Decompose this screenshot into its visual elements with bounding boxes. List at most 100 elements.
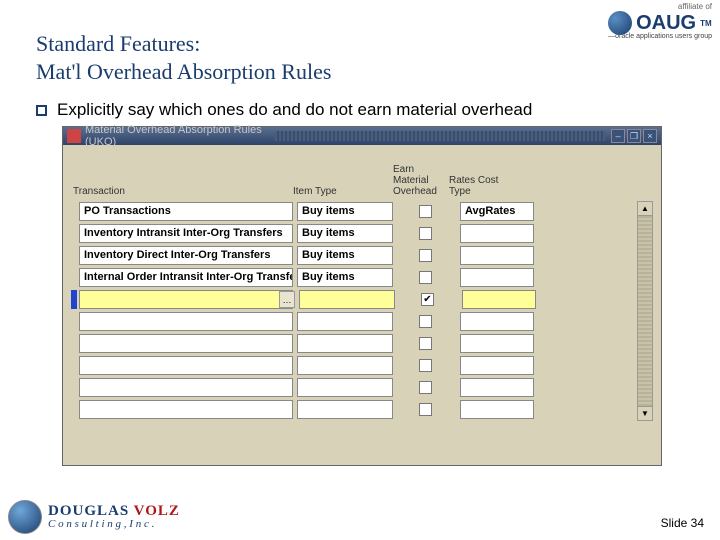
row-current-indicator: [71, 246, 77, 265]
header-rates-type: Rates Cost Type: [449, 175, 519, 201]
item-type-field[interactable]: Buy items: [297, 224, 393, 243]
earn-overhead-checkbox[interactable]: [419, 227, 432, 240]
slide-number: Slide 34: [661, 516, 704, 530]
form-body: Transaction Item Type Earn Material Over…: [63, 145, 661, 425]
item-type-field[interactable]: [297, 356, 393, 375]
item-type-field[interactable]: [297, 312, 393, 331]
app-icon: [67, 129, 81, 143]
scroll-up-button[interactable]: ▲: [638, 202, 652, 216]
item-type-field[interactable]: Buy items: [297, 246, 393, 265]
row-current-indicator: [71, 290, 77, 309]
row-current-indicator: [71, 378, 77, 397]
header-transaction: Transaction: [71, 186, 293, 201]
table-row: …✔: [71, 289, 631, 310]
earn-overhead-checkbox[interactable]: [419, 403, 432, 416]
company-last: VOLZ: [134, 503, 180, 519]
row-current-indicator: [71, 202, 77, 221]
slide-title: Standard Features: Mat'l Overhead Absorp…: [36, 30, 331, 85]
rates-cost-type-field[interactable]: [460, 378, 534, 397]
globe-icon: [8, 500, 42, 534]
header-earn-overhead: Earn Material Overhead: [393, 164, 449, 201]
company-text: DOUGLAS VOLZ C o n s u l t i n g , I n c…: [48, 504, 180, 530]
tm-mark: TM: [700, 19, 712, 28]
rates-cost-type-field[interactable]: [460, 400, 534, 419]
bullet-item: Explicitly say which ones do and do not …: [36, 100, 532, 120]
window-titlebar: Material Overhead Absorption Rules (UKO)…: [63, 127, 661, 145]
table-row: PO TransactionsBuy items AvgRates: [71, 201, 631, 222]
item-type-field[interactable]: [297, 334, 393, 353]
row-current-indicator: [71, 400, 77, 419]
header-item-type: Item Type: [293, 186, 393, 201]
company-first: DOUGLAS: [48, 503, 129, 519]
table-row: [71, 377, 631, 398]
table-row: [71, 399, 631, 420]
window-buttons: – ❐ ×: [611, 129, 657, 143]
scroll-down-button[interactable]: ▼: [638, 406, 652, 420]
table-row: [71, 333, 631, 354]
transaction-field[interactable]: Inventory Intransit Inter-Org Transfers: [79, 224, 293, 243]
rates-cost-type-field[interactable]: [460, 334, 534, 353]
close-button[interactable]: ×: [643, 129, 657, 143]
item-type-field[interactable]: Buy items: [297, 202, 393, 221]
transaction-field[interactable]: Internal Order Intransit Inter-Org Trans…: [79, 268, 293, 287]
title-line-2: Mat'l Overhead Absorption Rules: [36, 58, 331, 86]
item-type-field[interactable]: [297, 400, 393, 419]
company-name: DOUGLAS VOLZ: [48, 504, 180, 519]
rates-cost-type-field[interactable]: [462, 290, 536, 309]
table-row: Internal Order Intransit Inter-Org Trans…: [71, 267, 631, 288]
affiliate-logo: affiliate of OAUGTM —oracle applications…: [608, 2, 712, 40]
earn-overhead-checkbox[interactable]: [419, 205, 432, 218]
bullet-square-icon: [36, 105, 47, 116]
oracle-forms-window: Material Overhead Absorption Rules (UKO)…: [62, 126, 662, 466]
row-current-indicator: [71, 224, 77, 243]
restore-button[interactable]: ❐: [627, 129, 641, 143]
vertical-scrollbar[interactable]: ▲ ▼: [637, 201, 653, 421]
earn-overhead-checkbox[interactable]: [419, 315, 432, 328]
rates-cost-type-field[interactable]: [460, 356, 534, 375]
earn-overhead-checkbox[interactable]: [419, 249, 432, 262]
transaction-field[interactable]: Inventory Direct Inter-Org Transfers: [79, 246, 293, 265]
item-type-field[interactable]: [299, 290, 395, 309]
earn-overhead-checkbox[interactable]: ✔: [421, 293, 434, 306]
rates-cost-type-field[interactable]: AvgRates: [460, 202, 534, 221]
item-type-field[interactable]: [297, 378, 393, 397]
affiliate-text: affiliate of: [608, 2, 712, 11]
transaction-field[interactable]: PO Transactions: [79, 202, 293, 221]
rates-cost-type-field[interactable]: [460, 268, 534, 287]
transaction-field[interactable]: [79, 400, 293, 419]
rates-cost-type-field[interactable]: [460, 312, 534, 331]
titlebar-pattern: [275, 131, 605, 141]
row-current-indicator: [71, 312, 77, 331]
table-row: [71, 311, 631, 332]
item-type-field[interactable]: Buy items: [297, 268, 393, 287]
transaction-field[interactable]: [79, 356, 293, 375]
row-current-indicator: [71, 268, 77, 287]
company-subtitle: C o n s u l t i n g , I n c .: [48, 519, 180, 530]
oaug-name: OAUG: [636, 12, 696, 35]
globe-icon: [608, 11, 632, 35]
table-row: Inventory Direct Inter-Org TransfersBuy …: [71, 245, 631, 266]
grid-wrap: PO TransactionsBuy itemsAvgRatesInventor…: [71, 201, 653, 421]
transaction-field[interactable]: [79, 334, 293, 353]
oaug-logo: OAUG TM: [608, 11, 712, 35]
transaction-field[interactable]: [79, 312, 293, 331]
scroll-thumb[interactable]: [638, 216, 652, 406]
earn-overhead-checkbox[interactable]: [419, 271, 432, 284]
row-current-indicator: [71, 356, 77, 375]
rates-cost-type-field[interactable]: [460, 224, 534, 243]
title-line-1: Standard Features:: [36, 30, 331, 58]
transaction-field[interactable]: [79, 378, 293, 397]
column-headers: Transaction Item Type Earn Material Over…: [71, 151, 653, 201]
lov-button[interactable]: …: [279, 291, 295, 308]
row-current-indicator: [71, 334, 77, 353]
minimize-button[interactable]: –: [611, 129, 625, 143]
bullet-text: Explicitly say which ones do and do not …: [57, 100, 532, 120]
company-logo: DOUGLAS VOLZ C o n s u l t i n g , I n c…: [8, 500, 180, 534]
earn-overhead-checkbox[interactable]: [419, 337, 432, 350]
rates-cost-type-field[interactable]: [460, 246, 534, 265]
table-row: Inventory Intransit Inter-Org TransfersB…: [71, 223, 631, 244]
table-row: [71, 355, 631, 376]
earn-overhead-checkbox[interactable]: [419, 381, 432, 394]
transaction-field[interactable]: [79, 290, 293, 309]
earn-overhead-checkbox[interactable]: [419, 359, 432, 372]
